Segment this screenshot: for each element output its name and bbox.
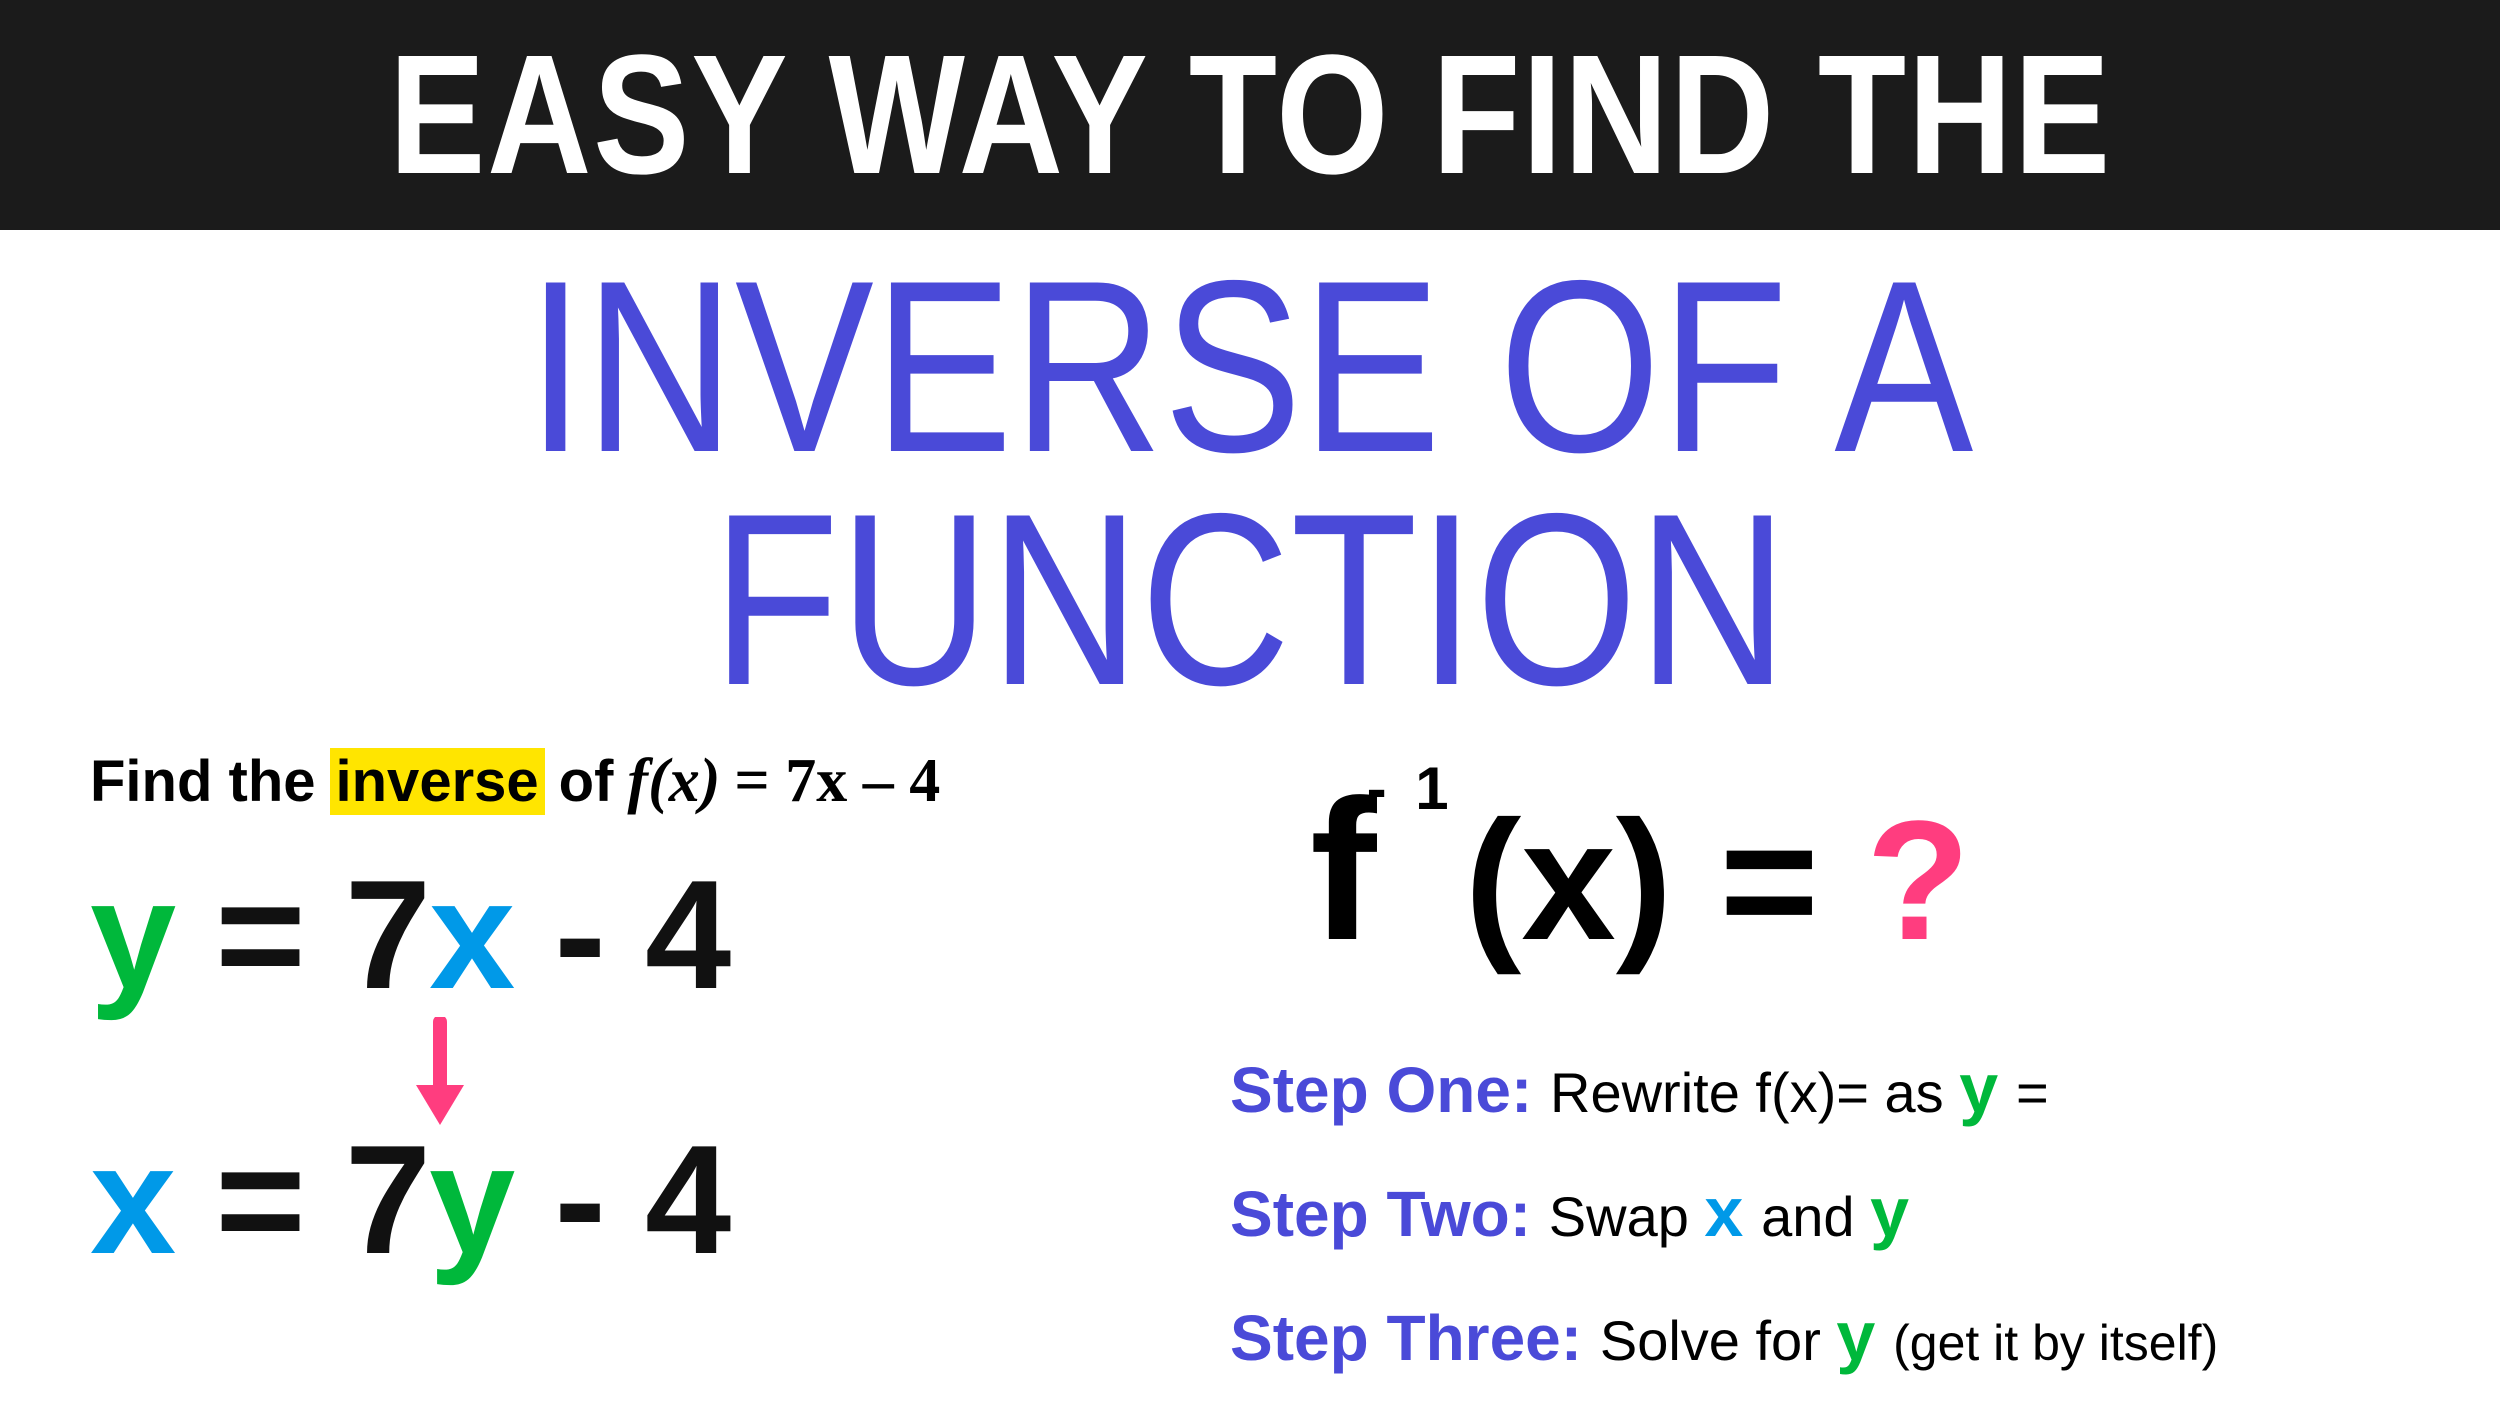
eq1-eq: = 7 [174,848,429,1021]
finv-rest: (x) = [1465,786,1867,976]
step2-label: Step Two: [1230,1178,1531,1250]
eq1-lhs-var: y [90,848,174,1021]
content-area: Find the inverse of f(x) = 7x – 4 y = 7x… [0,716,2500,1418]
step-2: Step Two: Swap x and y [1230,1170,2460,1254]
subtitle: INVERSE OF A FUNCTION [0,250,2500,716]
subtitle-text: INVERSE OF A FUNCTION [188,250,2313,716]
step2-body-pre: Swap [1549,1185,1705,1248]
eq2-mid-var: y [429,1113,513,1286]
step1-label: Step One: [1230,1054,1532,1126]
step3-paren: (get it by itself) [1893,1315,2218,1371]
prompt-rhs: = 7x – 4 [734,746,940,817]
prompt-fx: f(x) [627,746,720,817]
step-3: Step Three: Solve for y (get it by itsel… [1230,1294,2460,1378]
step2-var1: x [1704,1173,1743,1251]
down-arrow-icon [410,1017,470,1127]
eq2-eq: = 7 [174,1113,429,1286]
f-inverse-expression: f- 1(x) = ? [1230,756,2460,986]
equation-2: x = 7y - 4 [90,1122,1190,1277]
step-1: Step One: Rewrite f(x)= as y = [1230,1046,2460,1130]
step1-body-pre: Rewrite f(x)= as [1550,1061,1959,1124]
eq2-lhs-var: x [90,1113,174,1286]
title-bar-text: EASY WAY TO FIND THE [389,17,2112,213]
step1-var1: y [1959,1049,1998,1127]
eq1-mid-var: x [429,848,513,1021]
arrow-wrap [90,1022,1190,1122]
step3-var1: y [1836,1297,1875,1375]
step1-body-mid: = [2016,1061,2049,1124]
eq1-rhs: - 4 [513,848,729,1021]
finv-sup: - 1 [1367,755,1455,822]
prompt-line: Find the inverse of f(x) = 7x – 4 [90,746,1190,817]
prompt-highlight: inverse [330,748,545,815]
eq2-rhs: - 4 [513,1113,729,1286]
step3-label: Step Three: [1230,1302,1582,1374]
prompt-pre: Find the [90,748,316,815]
step2-body-mid: and [1761,1185,1870,1248]
step3-body-pre: Solve for [1600,1309,1837,1372]
left-column: Find the inverse of f(x) = 7x – 4 y = 7x… [90,746,1190,1418]
step2-var2: y [1870,1173,1909,1251]
prompt-post: of [559,748,614,815]
title-bar: EASY WAY TO FIND THE [0,0,2500,230]
equation-1: y = 7x - 4 [90,857,1190,1012]
right-column: f- 1(x) = ? Step One: Rewrite f(x)= as y… [1230,746,2460,1418]
finv-qmark: ? [1866,786,1970,976]
